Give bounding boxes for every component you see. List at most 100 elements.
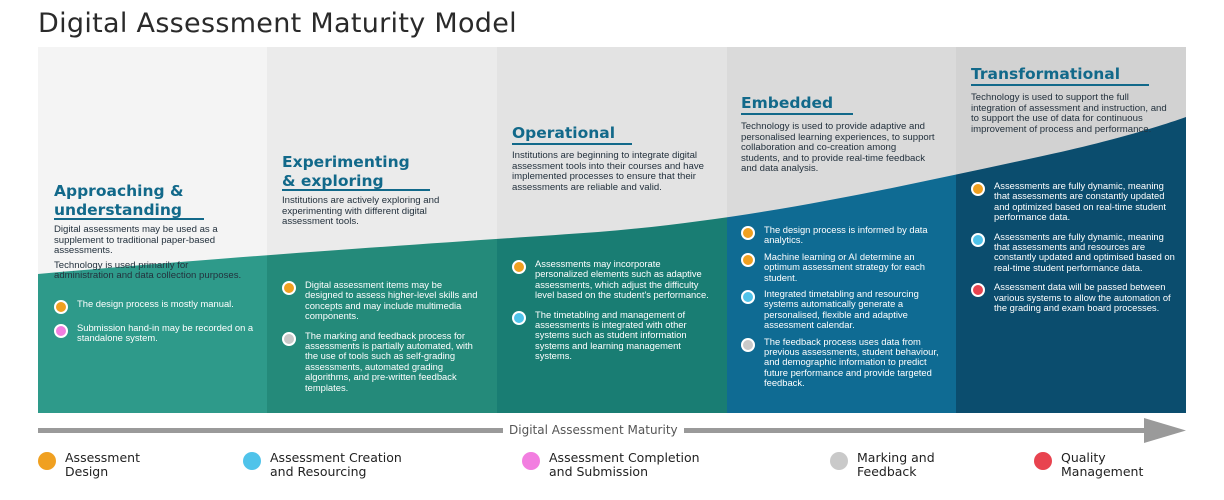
stage-heading: Experimenting & exploring: [282, 153, 410, 191]
heading-underline: [512, 143, 632, 145]
item-text: The timetabling and management of assess…: [535, 308, 687, 362]
assessment-design-dot-icon: [741, 226, 755, 240]
assessment-completion-dot-icon: [54, 324, 68, 338]
description-paragraph: Technology is used to provide adaptive a…: [741, 121, 935, 175]
legend-label: Assessment Completion and Submission: [549, 451, 700, 478]
legend-label: Quality Management: [1061, 451, 1143, 478]
assessment-design-dot-icon: [54, 300, 68, 314]
assessment-creation-dot-icon: [971, 232, 985, 247]
quality-management-dot-icon: [1034, 452, 1052, 470]
legend-label-line: Quality: [1061, 450, 1106, 465]
legend-label-line: Marking and: [857, 450, 935, 465]
assessment-design-dot-icon: [741, 252, 755, 267]
legend-label-line: and Resourcing: [270, 463, 367, 479]
legend-item-marking-feedback: Marking and Feedback: [830, 451, 935, 478]
legend-label-line: Assessment Completion: [549, 450, 700, 465]
legend-label-line: and Submission: [549, 463, 648, 479]
stage-description: Digital assessments may be used as a sup…: [54, 224, 242, 286]
legend-label-line: Assessment Creation: [270, 450, 402, 465]
description-paragraph: Technology is used primarily for adminis…: [54, 259, 242, 282]
legend-label-line: Management: [1061, 463, 1144, 479]
list-item: The design process is informed by data a…: [741, 224, 946, 246]
list-item: Integrated timetabling and resourcing sy…: [741, 288, 946, 331]
item-text: Submission hand-in may be recorded on a …: [77, 322, 254, 344]
stage-heading: Transformational: [971, 65, 1120, 84]
stage-description: Technology is used to support the full i…: [971, 92, 1167, 139]
item-text: The feedback process uses data from prev…: [764, 335, 939, 389]
stage-heading-line: Experimenting: [282, 153, 410, 171]
list-item: Assessments may incorporate personalized…: [512, 258, 712, 301]
legend-label: Assessment Design: [65, 451, 140, 478]
stage-transformational: Transformational Technology is used to s…: [956, 47, 1186, 413]
heading-underline: [282, 189, 430, 191]
item-text: Assessments are fully dynamic, meaning t…: [994, 180, 1166, 223]
stage-heading-line: & exploring: [282, 172, 384, 190]
diagram-background: [38, 47, 1186, 413]
stage-heading-line: Approaching &: [54, 182, 184, 200]
axis-label: Digital Assessment Maturity: [503, 423, 684, 437]
stage-heading-line: Embedded: [741, 94, 834, 112]
item-text: Machine learning or AI determine an opti…: [764, 250, 926, 283]
stage-items: The design process is informed by data a…: [741, 224, 946, 395]
stage-description: Institutions are beginning to integrate …: [512, 150, 707, 197]
assessment-creation-dot-icon: [741, 290, 755, 305]
assessment-creation-dot-icon: [243, 452, 261, 470]
stage-operational: Operational Institutions are beginning t…: [497, 47, 727, 413]
assessment-design-dot-icon: [512, 260, 526, 274]
item-text: The design process is informed by data a…: [764, 224, 928, 246]
item-text: Assessments may incorporate personalized…: [535, 258, 709, 301]
item-text: Assessments are fully dynamic, meaning t…: [994, 230, 1175, 273]
list-item: Assessments are fully dynamic, meaning t…: [971, 180, 1176, 223]
description-paragraph: Digital assessments may be used as a sup…: [54, 224, 218, 257]
list-item: Machine learning or AI determine an opti…: [741, 250, 946, 283]
marking-feedback-dot-icon: [830, 452, 848, 470]
legend-label-line: Feedback: [857, 463, 917, 479]
marking-feedback-dot-icon: [741, 337, 755, 352]
list-item: Assessment data will be passed between v…: [971, 282, 1176, 313]
list-item: Assessments are fully dynamic, meaning t…: [971, 230, 1176, 274]
stage-items: Assessments are fully dynamic, meaning t…: [971, 180, 1176, 322]
list-item: The marking and feedback process for ass…: [282, 330, 482, 393]
legend-label-line: Design: [65, 463, 109, 479]
list-item: Submission hand-in may be recorded on a …: [54, 322, 254, 344]
description-paragraph: Technology is used to support the full i…: [971, 92, 1167, 135]
legend-item-assessment-creation: Assessment Creation and Resourcing: [243, 451, 402, 478]
description-paragraph: Institutions are actively exploring and …: [282, 195, 440, 228]
heading-underline: [971, 84, 1149, 86]
stage-heading-line: Transformational: [971, 65, 1121, 83]
stage-approaching: Approaching & understanding Digital asse…: [38, 47, 267, 413]
stage-description: Technology is used to provide adaptive a…: [741, 121, 937, 179]
legend-item-assessment-design: Assessment Design: [38, 451, 140, 478]
description-paragraph: Institutions are beginning to integrate …: [512, 150, 704, 193]
item-text: The design process is mostly manual.: [77, 298, 234, 309]
legend-label: Marking and Feedback: [857, 451, 935, 478]
heading-underline: [741, 113, 853, 115]
stage-heading: Embedded: [741, 94, 833, 113]
stage-heading-line: Operational: [512, 124, 616, 142]
list-item: Digital assessment items may be designed…: [282, 279, 482, 322]
assessment-design-dot-icon: [282, 281, 296, 295]
item-text: Assessment data will be passed between v…: [994, 281, 1171, 314]
page-title: Digital Assessment Maturity Model: [38, 8, 517, 39]
stage-heading-line: understanding: [54, 201, 182, 219]
maturity-axis: Digital Assessment Maturity: [38, 418, 1186, 444]
stage-heading: Approaching & understanding: [54, 182, 184, 220]
stage-items: The design process is mostly manual. Sub…: [54, 298, 254, 353]
stage-items: Digital assessment items may be designed…: [282, 279, 482, 402]
maturity-diagram: Approaching & understanding Digital asse…: [38, 47, 1186, 413]
marking-feedback-dot-icon: [282, 331, 296, 346]
stage-embedded: Embedded Technology is used to provide a…: [727, 47, 956, 413]
assessment-completion-dot-icon: [522, 452, 540, 470]
heading-underline: [54, 218, 204, 220]
stage-items: Assessments may incorporate personalized…: [512, 258, 712, 371]
legend-item-quality-management: Quality Management: [1034, 451, 1143, 478]
stage-heading: Operational: [512, 124, 615, 143]
stage-description: Institutions are actively exploring and …: [282, 195, 472, 232]
item-text: Integrated timetabling and resourcing sy…: [764, 288, 919, 331]
item-text: Digital assessment items may be designed…: [305, 279, 478, 322]
quality-management-dot-icon: [971, 283, 985, 298]
assessment-design-dot-icon: [971, 182, 985, 196]
legend: Assessment Design Assessment Creation an…: [0, 451, 1224, 491]
stage-experimenting: Experimenting & exploring Institutions a…: [267, 47, 497, 413]
assessment-creation-dot-icon: [512, 310, 526, 325]
